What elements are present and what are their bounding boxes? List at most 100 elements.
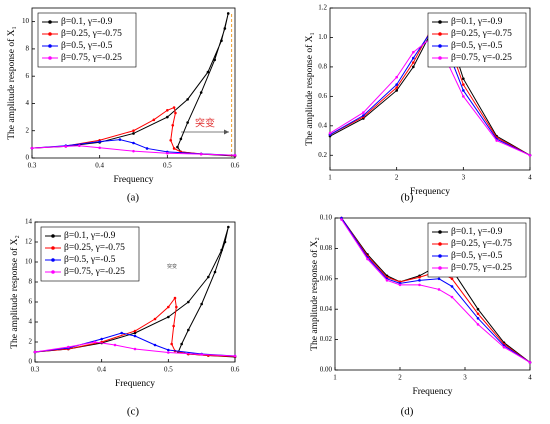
plot-frame xyxy=(31,7,236,159)
y-tick-label: 6 xyxy=(26,72,30,80)
y-tick-label: 0.4 xyxy=(318,121,327,129)
data-point xyxy=(78,144,81,148)
y-tick-label: 0.6 xyxy=(318,92,327,100)
data-point xyxy=(462,83,465,86)
legend-label: β=0.75, γ=-0.25 xyxy=(61,53,122,63)
data-point xyxy=(145,147,149,150)
series-line xyxy=(341,219,531,363)
legend-label: β=0.5, γ=-0.5 xyxy=(451,251,503,261)
x-tick-label: 1 xyxy=(333,374,337,382)
data-point xyxy=(233,354,237,358)
data-point xyxy=(113,343,117,347)
data-point xyxy=(462,89,465,92)
data-point xyxy=(207,275,210,279)
y-tick-label: 0.08 xyxy=(320,244,333,252)
legend-marker xyxy=(438,56,442,60)
data-point xyxy=(98,146,101,150)
y-tick-label: 0.04 xyxy=(320,305,333,313)
data-point xyxy=(213,270,217,274)
series-line xyxy=(341,217,531,363)
data-point xyxy=(213,58,216,62)
y-tick-label: 0.02 xyxy=(320,335,333,343)
data-point xyxy=(340,218,343,221)
legend-label: β=0.5, γ=-0.5 xyxy=(64,255,116,265)
data-point xyxy=(132,149,135,153)
data-point xyxy=(152,118,156,122)
data-point xyxy=(502,345,506,349)
y-tick-label: 8 xyxy=(29,278,33,286)
data-point xyxy=(132,129,135,133)
data-point xyxy=(395,83,398,86)
x-axis-label: Frequency xyxy=(115,379,155,389)
data-point xyxy=(133,334,137,338)
legend-marker xyxy=(438,32,442,36)
data-point xyxy=(171,123,175,127)
y-tick-label: 0.00 xyxy=(320,366,333,374)
x-tick-label: 0.4 xyxy=(97,366,106,374)
x-tick-label: 0.5 xyxy=(164,366,173,374)
y-tick-label: 2 xyxy=(26,126,30,134)
data-point xyxy=(223,240,227,244)
data-point xyxy=(173,296,177,300)
data-point xyxy=(30,146,34,150)
data-point xyxy=(169,138,173,142)
data-point xyxy=(366,257,369,261)
x-tick-label: 3 xyxy=(463,374,467,382)
data-point xyxy=(172,147,176,150)
data-point xyxy=(462,95,465,98)
data-point xyxy=(174,111,177,115)
data-point xyxy=(186,98,189,101)
data-point xyxy=(528,361,532,364)
data-point xyxy=(64,145,68,148)
data-point xyxy=(167,305,170,309)
data-point xyxy=(226,12,230,15)
plot-frame xyxy=(329,7,531,171)
data-point xyxy=(200,302,203,306)
data-point xyxy=(450,285,454,288)
data-point xyxy=(476,312,480,316)
data-point xyxy=(179,137,183,141)
y-tick-label: 0.10 xyxy=(320,214,333,222)
data-point xyxy=(172,106,176,109)
data-point xyxy=(200,353,203,356)
data-point xyxy=(170,342,173,346)
x-tick-label: 4 xyxy=(528,174,532,182)
data-point xyxy=(199,91,203,94)
annotation: 突变 xyxy=(195,116,215,129)
data-point xyxy=(100,337,103,341)
data-point xyxy=(398,283,402,287)
legend-label: β=0.1, γ=-0.9 xyxy=(451,227,503,237)
caption: (a) xyxy=(127,192,140,204)
y-axis-label: The amplitude response of X₂ xyxy=(9,235,20,349)
data-point xyxy=(153,317,157,321)
y-tick-label: 6 xyxy=(29,298,33,306)
data-point xyxy=(187,328,190,332)
data-point xyxy=(206,70,210,74)
data-point xyxy=(133,347,137,351)
legend-marker xyxy=(48,32,52,36)
legend-label: β=0.25, γ=-0.75 xyxy=(451,29,512,39)
arrow-head xyxy=(224,129,229,135)
data-point xyxy=(362,114,365,117)
legend-label: β=0.75, γ=-0.25 xyxy=(451,263,512,273)
x-tick-label: 3 xyxy=(462,174,466,182)
data-point xyxy=(33,350,37,354)
data-point xyxy=(227,225,230,229)
x-tick-label: 0.3 xyxy=(28,162,37,170)
data-point xyxy=(132,141,135,145)
legend-marker xyxy=(438,266,442,270)
y-tick-label: 10 xyxy=(25,258,33,266)
legend-marker xyxy=(48,56,52,60)
data-point xyxy=(133,329,137,333)
x-axis-label: Frequency xyxy=(412,387,452,397)
x-tick-label: 2 xyxy=(398,374,402,382)
x-tick-label: 0.4 xyxy=(95,162,104,170)
data-point xyxy=(412,65,415,69)
data-point xyxy=(395,89,398,92)
legend-marker xyxy=(438,242,442,246)
data-point xyxy=(476,323,480,326)
data-point xyxy=(186,121,189,124)
x-tick-label: 0.3 xyxy=(31,366,40,374)
data-point xyxy=(385,279,389,282)
y-tick-label: 14 xyxy=(25,218,33,226)
